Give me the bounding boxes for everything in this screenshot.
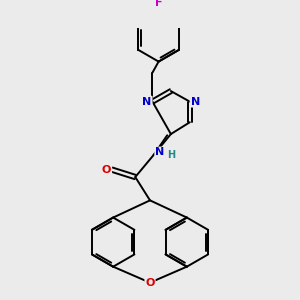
- Text: F: F: [155, 0, 162, 8]
- Text: O: O: [102, 165, 111, 175]
- Text: O: O: [145, 278, 155, 288]
- Text: N: N: [155, 148, 164, 158]
- Text: N: N: [142, 97, 152, 106]
- Text: N: N: [190, 97, 200, 106]
- Text: H: H: [167, 150, 175, 160]
